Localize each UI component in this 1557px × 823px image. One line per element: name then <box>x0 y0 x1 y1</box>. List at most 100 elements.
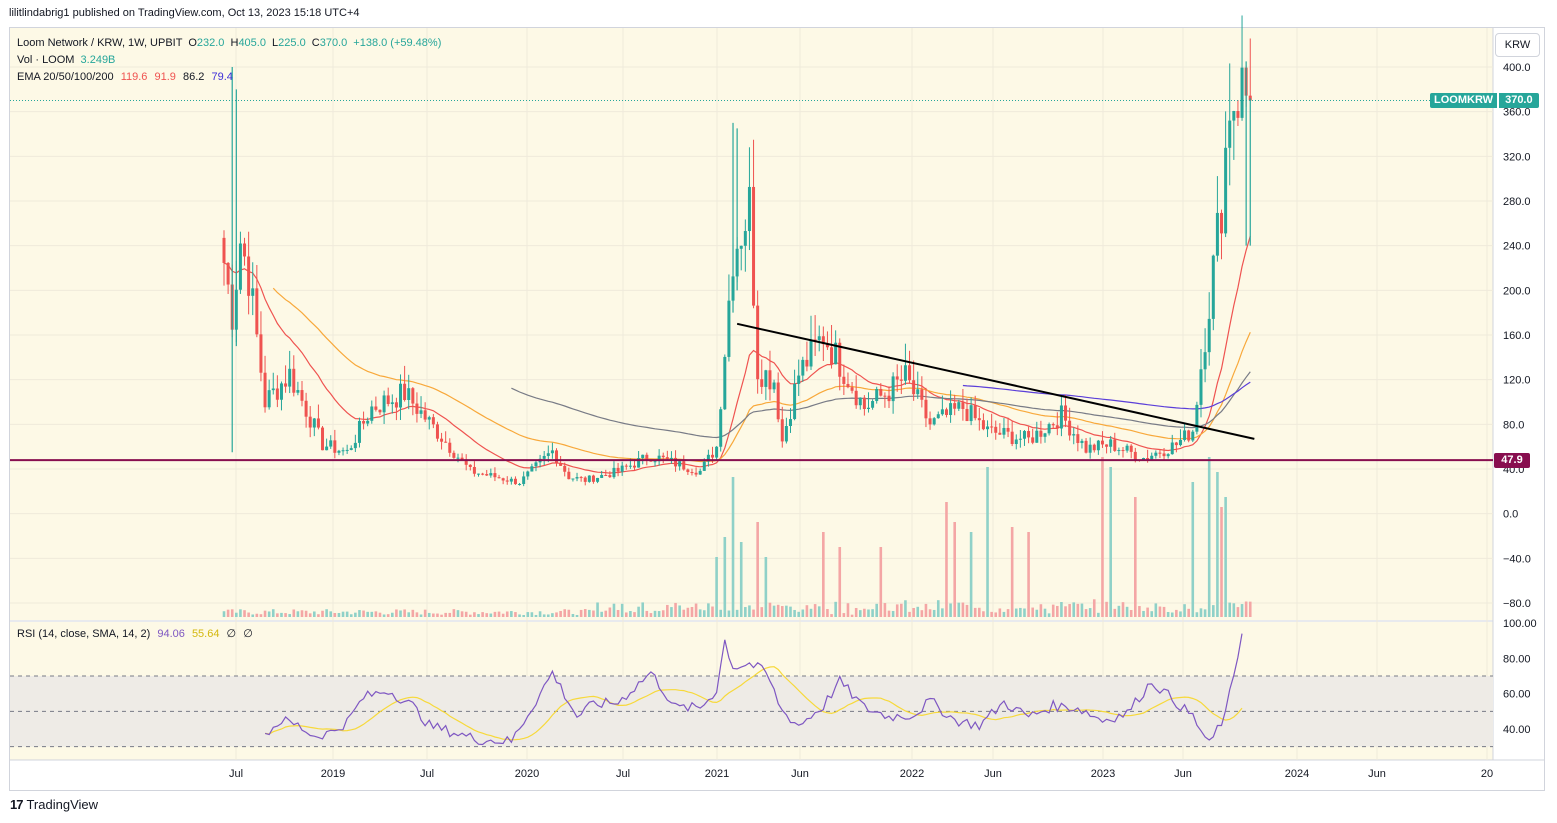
volume-bar <box>1166 612 1170 617</box>
candle-body <box>1088 444 1092 453</box>
candle-body <box>858 397 862 406</box>
candle-body <box>415 403 419 414</box>
volume-bar <box>871 609 874 617</box>
volume-bar <box>1068 604 1071 617</box>
volume-bar <box>1212 605 1215 617</box>
candle-body <box>357 420 361 443</box>
candle-body <box>678 461 682 467</box>
candle-body <box>452 452 456 458</box>
candle-body <box>559 463 563 466</box>
volume-bar <box>501 613 505 617</box>
volume-bar <box>300 610 304 617</box>
candle-body <box>292 368 296 393</box>
candle-body <box>1166 454 1170 457</box>
candle-body <box>1240 67 1244 118</box>
volume-bar <box>592 610 595 617</box>
candle-body <box>1010 431 1014 445</box>
candle-body <box>308 416 312 428</box>
volume-bar <box>510 611 513 617</box>
price-tick-label: 80.0 <box>1503 419 1524 431</box>
volume-bar <box>395 609 398 617</box>
volume-bar <box>391 612 394 617</box>
candle-body <box>448 442 452 453</box>
volume-bar <box>682 609 686 617</box>
time-tick-label: Jul <box>229 768 243 780</box>
candle-body <box>440 438 444 442</box>
volume-bar <box>973 607 977 617</box>
currency-button[interactable]: KRW <box>1495 33 1540 57</box>
candle-body <box>345 449 349 451</box>
time-tick-label: Jul <box>616 768 630 780</box>
volume-bar <box>464 611 468 617</box>
footer[interactable]: 17 TradingView <box>10 797 98 812</box>
volume-bar <box>867 609 870 617</box>
volume-bar <box>1236 607 1240 617</box>
volume-bar <box>969 532 973 617</box>
volume-bar <box>1051 604 1055 617</box>
candle-body <box>657 455 661 462</box>
legend-row-volume[interactable]: Vol · LOOM 3.249B <box>17 52 441 69</box>
candle-body <box>669 457 673 459</box>
volume-bar <box>579 609 583 617</box>
volume-bar <box>772 605 776 617</box>
candle-body <box>362 420 366 424</box>
candle-body <box>706 454 710 462</box>
volume-bar <box>1056 605 1059 617</box>
rsi-ma-value: 55.64 <box>191 628 220 640</box>
legend-rsi[interactable]: RSI (14, close, SMA, 14, 2) 94.06 55.64 … <box>17 627 253 640</box>
candle-body <box>1133 451 1137 460</box>
candle-body <box>226 262 230 285</box>
legend-row-symbol[interactable]: Loom Network / KRW, 1W, UPBIT O232.0 H40… <box>17 35 441 52</box>
volume-bar <box>243 610 246 617</box>
volume-bar <box>1019 607 1022 617</box>
rsi-indicator <box>10 633 1493 748</box>
volume-bar <box>838 547 842 617</box>
candle-body <box>378 409 382 413</box>
candle-body <box>1064 405 1068 421</box>
volume-bar <box>403 609 406 617</box>
candle-body <box>866 407 870 409</box>
volume-bar <box>308 613 312 617</box>
candle-body <box>583 477 587 482</box>
volume-bar <box>542 614 546 617</box>
time-axis: Jul 2019 Jul 2020 Jul 2021 Jun 2022 Jun 2023 Jun 20… <box>229 768 1493 780</box>
volume-bar <box>776 604 780 617</box>
candle-body <box>698 470 702 475</box>
candle-body <box>838 342 842 377</box>
ema-lines <box>223 235 1251 474</box>
candle-body <box>382 395 386 413</box>
candle-body <box>690 472 694 474</box>
candle-body <box>325 446 329 451</box>
candle-body <box>760 379 764 387</box>
candle-body <box>850 387 854 391</box>
candle-body <box>1220 212 1224 234</box>
candle-body <box>370 406 374 421</box>
candle-body <box>1059 405 1063 429</box>
volume-bar <box>522 614 525 617</box>
volume-bar <box>460 611 464 617</box>
time-tick-label: Jun <box>1174 768 1192 780</box>
price-tick-label: 400.0 <box>1503 62 1531 74</box>
volume-bar <box>489 613 493 617</box>
candle-body <box>908 365 912 381</box>
candle-body <box>1051 424 1055 426</box>
volume-bar <box>280 612 283 617</box>
candle-body <box>288 368 292 387</box>
volume-bar <box>830 614 833 617</box>
candle-body <box>990 426 994 428</box>
volume-bar <box>698 609 702 617</box>
candle-body <box>411 388 415 404</box>
rsi-tick-label: 40.00 <box>1503 724 1531 736</box>
volume-bar <box>477 614 480 617</box>
volume-bar <box>473 612 476 617</box>
volume-bar <box>354 612 357 617</box>
volume-bar <box>928 609 932 617</box>
last-price-label: 370.0 <box>1499 93 1539 108</box>
volume-bar <box>399 610 402 617</box>
legend-row-ema[interactable]: EMA 20/50/100/200 119.6 91.9 86.2 79.4 <box>17 69 441 86</box>
volume-bar <box>1183 604 1186 617</box>
candle-body <box>801 359 805 376</box>
volume-bar <box>1006 609 1010 617</box>
candle-body <box>419 410 423 414</box>
